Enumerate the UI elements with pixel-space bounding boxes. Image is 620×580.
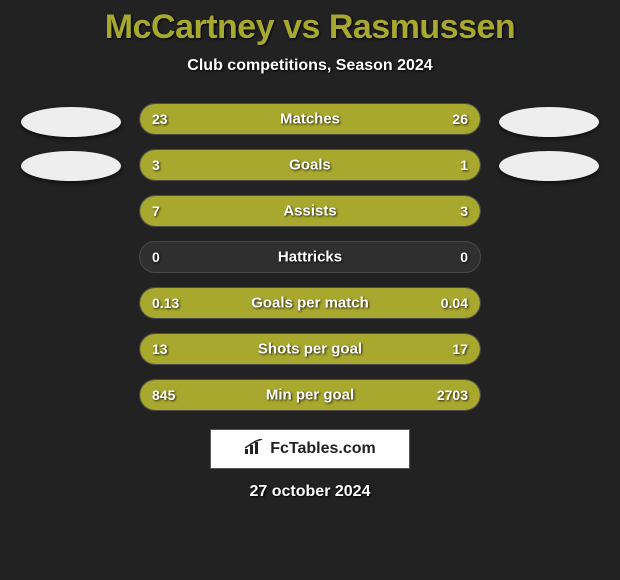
stat-row: 845 Min per goal 2703 — [139, 379, 481, 411]
player-right-badge — [499, 107, 599, 137]
club-right-badge — [499, 151, 599, 181]
club-left-badge — [21, 151, 121, 181]
comparison-widget: McCartney vs Rasmussen Club competitions… — [0, 0, 620, 580]
stat-value-left: 13 — [152, 341, 168, 357]
stat-value-left: 23 — [152, 111, 168, 127]
player-left-badge — [21, 107, 121, 137]
stat-row: 3 Goals 1 — [139, 149, 481, 181]
footer-logo-text: FcTables.com — [270, 440, 376, 458]
footer-date: 27 october 2024 — [250, 483, 371, 501]
logo-chart-icon — [244, 439, 264, 460]
stat-label: Assists — [283, 203, 336, 220]
stat-label: Shots per goal — [258, 341, 362, 358]
stat-value-left: 0.13 — [152, 295, 179, 311]
right-player-col — [499, 103, 599, 181]
stat-label: Min per goal — [266, 387, 354, 404]
stat-label: Matches — [280, 111, 340, 128]
stat-rows: 23Matches263Goals17Assists30Hattricks00.… — [139, 103, 481, 411]
stat-row: 0 Hattricks 0 — [139, 241, 481, 273]
stat-value-right: 0.04 — [441, 295, 468, 311]
stat-row: 23 Matches 26 — [139, 103, 481, 135]
footer-logo[interactable]: FcTables.com — [210, 429, 410, 469]
stat-label: Goals per match — [251, 295, 369, 312]
stat-row: 7 Assists 3 — [139, 195, 481, 227]
page-title: McCartney vs Rasmussen — [105, 8, 515, 47]
stat-value-right: 2703 — [437, 387, 468, 403]
stat-value-left: 7 — [152, 203, 160, 219]
stats-area: 23Matches263Goals17Assists30Hattricks00.… — [0, 103, 620, 411]
stat-row: 0.13 Goals per match 0.04 — [139, 287, 481, 319]
stat-value-right: 3 — [460, 203, 468, 219]
left-player-col — [21, 103, 121, 181]
page-subtitle: Club competitions, Season 2024 — [187, 57, 432, 75]
stat-value-left: 845 — [152, 387, 175, 403]
stat-value-right: 0 — [460, 249, 468, 265]
bar-left — [140, 150, 395, 180]
stat-label: Goals — [289, 157, 331, 174]
stat-value-right: 17 — [452, 341, 468, 357]
stat-value-left: 3 — [152, 157, 160, 173]
stat-value-left: 0 — [152, 249, 160, 265]
stat-row: 13 Shots per goal 17 — [139, 333, 481, 365]
stat-value-right: 1 — [460, 157, 468, 173]
stat-value-right: 26 — [452, 111, 468, 127]
stat-label: Hattricks — [278, 249, 342, 266]
bar-left — [140, 196, 378, 226]
